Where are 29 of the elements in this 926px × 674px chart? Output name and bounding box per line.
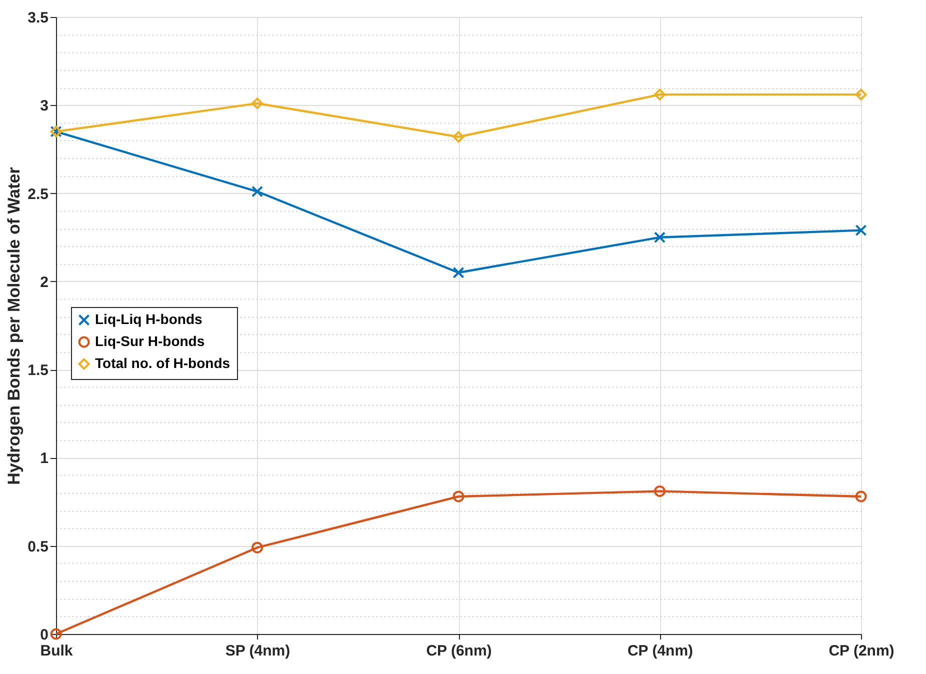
- x-tick-label: CP (6nm): [426, 642, 492, 660]
- point: [855, 490, 867, 502]
- point: [654, 485, 666, 497]
- legend-label: Total no. of H-bonds: [95, 355, 230, 371]
- point: [252, 186, 263, 198]
- y-tick-label: 1.5: [28, 362, 48, 380]
- y-tick-label: 2.5: [28, 186, 48, 203]
- y-tick-label: 0.5: [28, 538, 48, 556]
- y-tick-label: 3.5: [28, 10, 48, 26]
- y-tick-label: 0: [40, 626, 48, 644]
- x-tick-label: Bulk: [40, 642, 74, 660]
- y-tick-label: 3: [40, 98, 48, 115]
- point: [452, 131, 464, 143]
- point: [654, 88, 666, 100]
- point: [855, 224, 867, 236]
- point: [452, 266, 464, 278]
- legend-label: Liq-Liq H-bonds: [95, 311, 203, 327]
- point: [654, 232, 666, 244]
- point: [855, 88, 867, 100]
- point: [252, 98, 263, 110]
- y-tick-label: 2: [40, 274, 48, 291]
- x-tick-label: SP (4nm): [225, 642, 290, 660]
- y-axis-title: Hydrogen Bonds per Molecule of Water: [4, 166, 24, 485]
- x-tick-label: CP (4nm): [627, 642, 694, 660]
- x-tick-label: CP (2nm): [828, 642, 894, 660]
- point: [452, 490, 464, 502]
- point: [252, 542, 263, 554]
- y-tick-label: 1: [40, 450, 48, 468]
- legend-label: Liq-Sur H-bonds: [95, 333, 205, 349]
